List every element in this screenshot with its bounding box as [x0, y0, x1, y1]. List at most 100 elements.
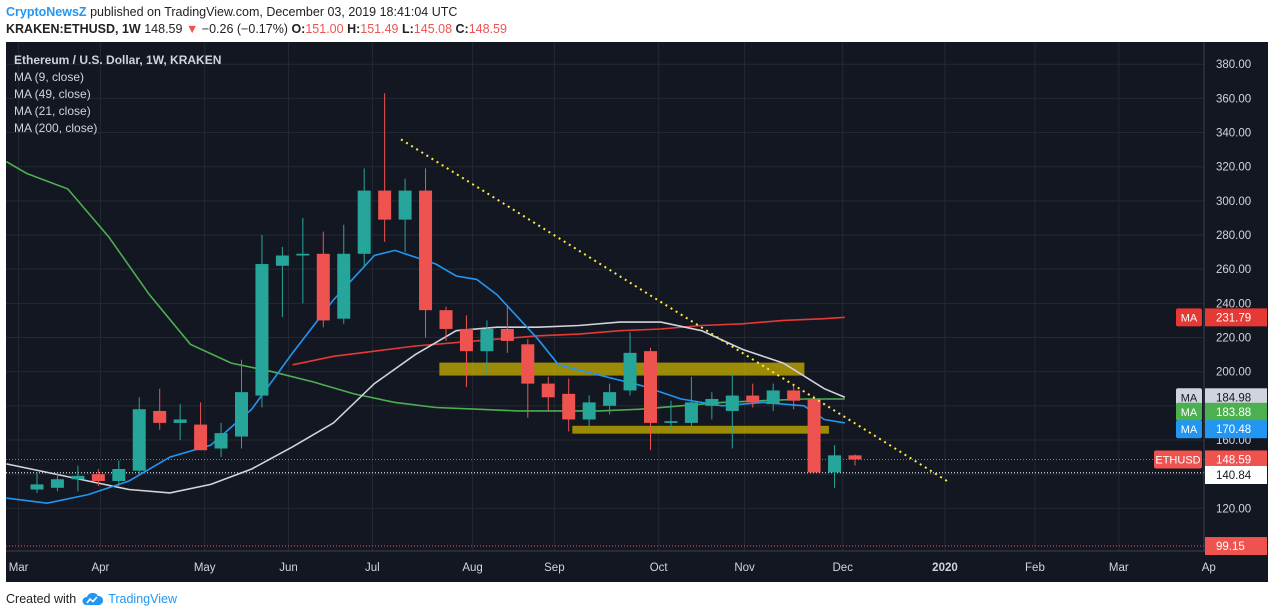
price-tick-label: 300.00 — [1216, 196, 1251, 208]
price-tick-label: 320.00 — [1216, 162, 1251, 174]
candle-body — [173, 419, 187, 423]
candle-body — [705, 398, 719, 406]
price-change: −0.26 (−0.17%) — [201, 22, 288, 36]
price-label-tag-bg — [1176, 308, 1202, 327]
candle-up — [71, 465, 85, 492]
symbol-line: KRAKEN:ETHUSD, 1W 148.59 ▼ −0.26 (−0.17%… — [6, 21, 1266, 38]
candle-body — [275, 255, 289, 266]
price-label-value: 231.79 — [1216, 312, 1251, 324]
candle-down — [521, 339, 535, 418]
time-tick-label: Nov — [734, 562, 755, 574]
candle-down — [746, 383, 760, 408]
price-label: 99.15 — [1205, 537, 1267, 556]
candle-down — [787, 385, 801, 410]
candle-body — [357, 190, 371, 254]
candle-body — [664, 421, 678, 423]
candle-body — [644, 351, 657, 423]
time-axis-background — [6, 551, 1268, 582]
price-label-tag: MA — [1181, 424, 1198, 436]
price-label-tag-bg — [1176, 402, 1202, 421]
price-label-bg — [1205, 420, 1267, 439]
candle-body — [725, 395, 739, 411]
chart-area[interactable]: Ethereum / U.S. Dollar, 1W, KRAKEN MA (9… — [5, 42, 1268, 582]
candle-body — [30, 484, 44, 490]
support-zone — [572, 425, 829, 434]
time-axis[interactable]: Mar Apr May Jun Jul Aug Sep Oct Nov Dec 2020 Feb Mar… — [6, 550, 1268, 582]
author-link[interactable]: CryptoNewsZ — [6, 5, 87, 19]
candle-body — [71, 475, 85, 480]
price-tick-label: 220.00 — [1216, 332, 1251, 344]
price-label-value: 170.48 — [1216, 424, 1251, 436]
tradingview-brand[interactable]: TradingView — [108, 592, 177, 606]
price-label-bg — [1205, 450, 1267, 469]
symbol: KRAKEN:ETHUSD, 1W — [6, 22, 141, 36]
legend-ma21[interactable]: MA (21, close) — [14, 104, 91, 118]
legend-ma9[interactable]: MA (9, close) — [14, 70, 84, 84]
candle-up — [664, 400, 678, 430]
candle-down — [644, 347, 657, 451]
price-label-tag-bg — [1176, 420, 1202, 439]
candle-body — [50, 479, 64, 488]
high-label: H: — [347, 22, 361, 36]
candle-up — [337, 224, 351, 324]
publish-line: CryptoNewsZ published on TradingView.com… — [6, 4, 1266, 21]
candle-down — [807, 395, 821, 473]
time-tick-label: Jul — [365, 562, 380, 574]
created-with-text: Created with — [6, 592, 77, 606]
candle-up — [398, 178, 412, 253]
candle-body — [500, 328, 514, 341]
low-value: 145.08 — [413, 22, 453, 36]
time-tick-label: Jun — [279, 562, 298, 574]
candle-up — [30, 472, 44, 493]
time-tick-label: Ap — [1202, 562, 1216, 574]
open-value: 151.00 — [305, 22, 344, 36]
high-value: 151.49 — [360, 22, 399, 36]
candle-body — [214, 433, 228, 449]
price-tick-label: 120.00 — [1216, 503, 1251, 515]
grid — [6, 42, 1210, 551]
candle-body — [766, 390, 780, 405]
down-arrow-icon: ▼ — [185, 22, 199, 36]
candle-body — [562, 393, 576, 420]
legend-title: Ethereum / U.S. Dollar, 1W, KRAKEN — [14, 53, 221, 67]
candle-body — [459, 328, 473, 352]
candle-body — [828, 455, 842, 473]
candle-down — [91, 469, 105, 487]
price-label: 140.84 — [1205, 465, 1267, 484]
ma-line-blue — [6, 249, 845, 505]
candle-down — [378, 93, 392, 242]
candle-body — [684, 402, 698, 423]
candle-body — [91, 474, 105, 481]
chart-background — [6, 42, 1268, 582]
time-tick-label: Mar — [1109, 562, 1129, 574]
candle-up — [357, 168, 371, 268]
legend-ma200[interactable]: MA (200, close) — [14, 121, 97, 135]
time-tick-label: Feb — [1025, 562, 1045, 574]
price-label-bg — [1205, 537, 1267, 556]
price-label-tag: MA — [1181, 312, 1198, 324]
candle-up — [684, 376, 698, 434]
moving-averages — [5, 160, 846, 505]
time-tick-label: Sep — [544, 562, 564, 574]
candle-body — [378, 190, 392, 220]
time-tick-label: Apr — [91, 562, 109, 574]
candle-up — [766, 383, 780, 411]
price-label-tag: MA — [1181, 392, 1198, 404]
price-chart[interactable]: Ethereum / U.S. Dollar, 1W, KRAKEN MA (9… — [5, 42, 1268, 582]
candle-up — [255, 235, 269, 408]
candle-up — [173, 404, 187, 440]
legend-ma49[interactable]: MA (49, close) — [14, 87, 91, 101]
candle-up — [582, 395, 596, 427]
candle-up — [705, 392, 719, 420]
candle-body — [807, 398, 821, 473]
footer: Created with TradingView — [6, 589, 177, 609]
candle-down — [562, 378, 576, 432]
price-label: ETHUSD 148.59 — [1154, 450, 1267, 469]
price-tick-label: 340.00 — [1216, 128, 1251, 140]
candle-up — [828, 445, 842, 488]
candle-up — [296, 217, 310, 304]
price-label: MA 170.48 — [1176, 420, 1267, 439]
candle-down — [439, 306, 453, 341]
candle-body — [419, 190, 433, 311]
support-zone — [439, 362, 805, 376]
